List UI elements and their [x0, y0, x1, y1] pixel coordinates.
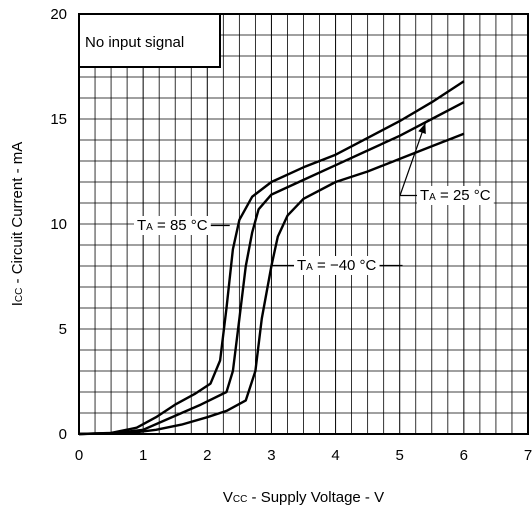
y-axis-title-rest: - Circuit Current - mA — [9, 142, 26, 288]
condition-box-frame — [78, 13, 221, 68]
annotation-rest: = 25 °C — [436, 187, 491, 204]
annotation-sub: A — [306, 262, 313, 273]
series-annotation-label: TA = 25 °C — [420, 187, 491, 204]
annotation-main: T — [137, 217, 146, 234]
y-tick-label: 10 — [50, 216, 67, 233]
x-tick-label: 6 — [460, 447, 468, 464]
y-tick-label: 5 — [59, 321, 67, 338]
x-tick-label: 5 — [396, 447, 404, 464]
series-annotation-1: TA = 25 °C — [417, 186, 494, 205]
x-tick-label: 2 — [203, 447, 211, 464]
x-tick-label: 7 — [524, 447, 532, 464]
annotation-arrow-head — [418, 123, 426, 134]
x-tick-label: 0 — [75, 447, 83, 464]
y-tick-label: 20 — [50, 6, 67, 23]
y-tick-label: 15 — [50, 111, 67, 128]
series-line-0 — [78, 80, 465, 436]
annotation-background — [134, 216, 211, 235]
series-line-2 — [78, 132, 465, 436]
series-annotation-label: TA = −40 °C — [297, 257, 377, 274]
annotation-main: T — [420, 187, 429, 204]
x-axis-title-sub: CC — [233, 494, 247, 505]
y-axis-title: ICC - Circuit Current - mA — [9, 142, 26, 306]
x-axis-title-rest: - Supply Voltage - V — [247, 489, 384, 506]
annotation-sub: A — [146, 222, 153, 233]
annotation-rest: = 85 °C — [153, 217, 208, 234]
x-tick-label: 4 — [331, 447, 339, 464]
series-annotation-2: TA = −40 °C — [294, 256, 380, 275]
annotation-arrow-shaft — [399, 123, 426, 196]
series-annotations: TA = 85 °CTA = 25 °CTA = −40 °C — [134, 123, 494, 275]
annotation-rest: = −40 °C — [313, 257, 377, 274]
series-annotation-0: TA = 85 °C — [134, 216, 211, 235]
plot-frame — [78, 13, 529, 435]
x-tick-label: 1 — [139, 447, 147, 464]
condition-box: No input signal — [78, 13, 221, 68]
annotation-main: T — [297, 257, 306, 274]
condition-label: No input signal — [85, 34, 184, 51]
annotation-background — [417, 186, 494, 205]
y-axis-title-main: I — [9, 302, 26, 306]
x-tick-label: 3 — [267, 447, 275, 464]
tick-labels: 0 1 2 3 4 5 6 7 0 5 10 15 20 — [50, 6, 532, 464]
series-line-1 — [78, 101, 465, 436]
x-axis-title: VCC - Supply Voltage - V — [223, 489, 384, 506]
series-annotation-label: TA = 85 °C — [137, 217, 208, 234]
annotation-sub: A — [429, 192, 436, 203]
y-axis-title-sub: CC — [14, 288, 25, 302]
y-tick-label: 0 — [59, 426, 67, 443]
annotation-background — [294, 256, 380, 275]
series-lines — [78, 80, 465, 436]
x-axis-title-main: V — [223, 489, 233, 506]
